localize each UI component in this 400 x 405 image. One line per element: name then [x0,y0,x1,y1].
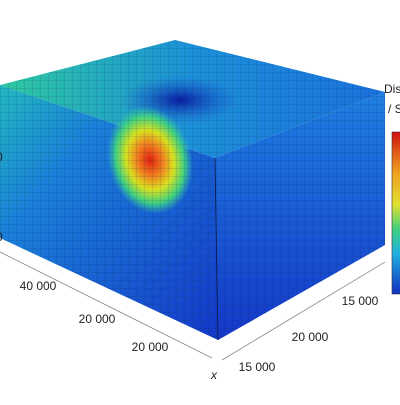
tick-label: 15 000 [342,294,379,308]
tick-label: 40 000 [20,279,57,293]
tick-label: 20 000 [292,330,329,344]
axes [0,251,386,361]
axis-title: x [210,368,218,382]
tick-label: 20 000 [132,340,169,354]
tick-label: 20 000 [79,312,116,326]
axis-label: 0 [0,150,3,164]
colorbar-unit: / S [388,102,400,116]
axis-label: 0 [0,230,3,244]
colorbar [391,131,400,295]
colorbar-title: Dis [384,82,400,96]
tick-label: 15 000 [239,360,276,374]
box [0,40,385,341]
